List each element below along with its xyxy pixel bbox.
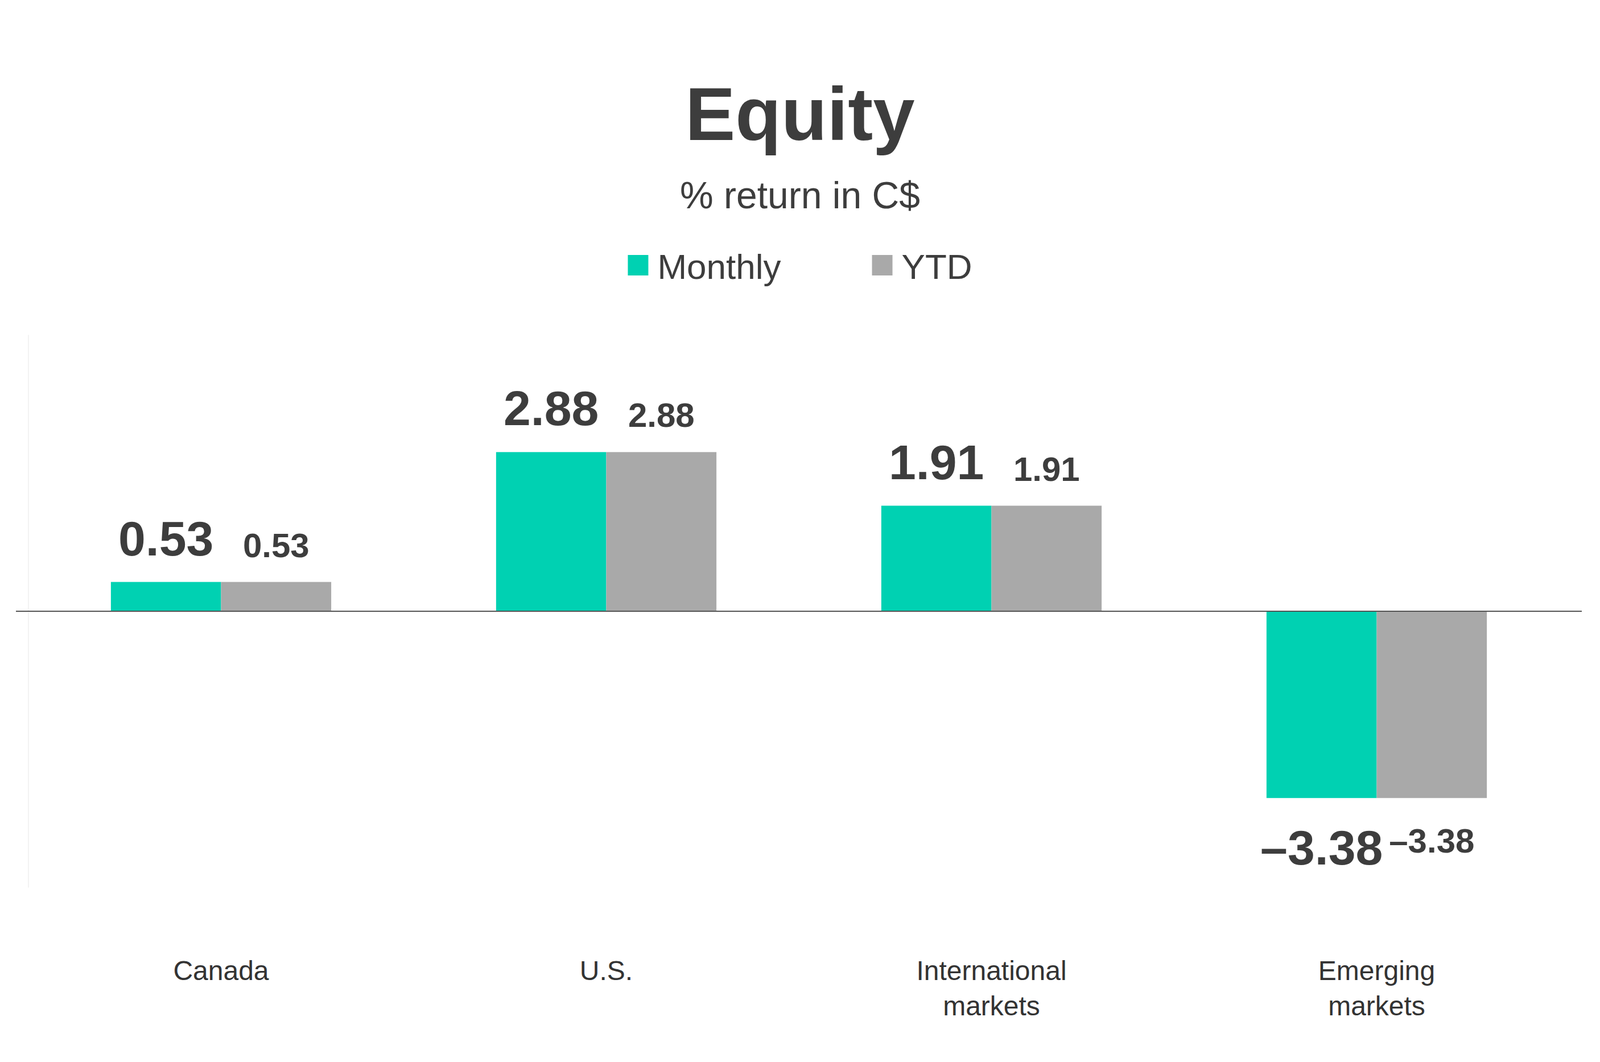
legend-item: YTD	[872, 246, 973, 287]
subtitle: % return in C$	[679, 174, 921, 217]
data-label: 2.88	[503, 380, 599, 436]
legend-swatch	[872, 254, 893, 276]
chart-svg: Equity % return in C$ Monthly YTD 0.53 2.88 1.…	[0, 0, 1600, 1062]
bar	[881, 505, 992, 612]
bars	[110, 451, 1487, 798]
title: Equity	[685, 72, 915, 156]
x-tick-label: U.S.	[579, 955, 633, 986]
legend-item: Monthly	[627, 246, 781, 287]
x-tick-label: Canada	[172, 955, 269, 986]
data-label: 0.53	[242, 526, 310, 565]
legend-swatch	[627, 254, 649, 276]
bar	[1266, 611, 1377, 798]
data-label: 2.88	[628, 396, 695, 435]
legend-label: Monthly	[657, 246, 781, 287]
x-tick-label: Internationalmarkets	[916, 955, 1067, 1021]
data-label: 1.91	[888, 434, 984, 490]
bar	[1376, 611, 1488, 798]
bar	[991, 505, 1103, 612]
baseline	[15, 610, 1582, 612]
data-label: 0.53	[118, 510, 214, 566]
chart-container: Equity % return in C$ Monthly YTD 0.53 2.88 1.…	[0, 0, 1600, 1062]
bar	[606, 451, 717, 612]
bar	[110, 582, 222, 612]
x-tick-label: Emergingmarkets	[1318, 955, 1435, 1021]
data-label: –3.38	[1260, 819, 1383, 875]
bar	[496, 451, 607, 612]
bar	[221, 582, 332, 612]
data-label: –3.38	[1388, 821, 1475, 860]
legend-label: YTD	[901, 246, 973, 287]
data-label: 1.91	[1013, 450, 1080, 489]
legend: Monthly YTD	[627, 246, 972, 287]
